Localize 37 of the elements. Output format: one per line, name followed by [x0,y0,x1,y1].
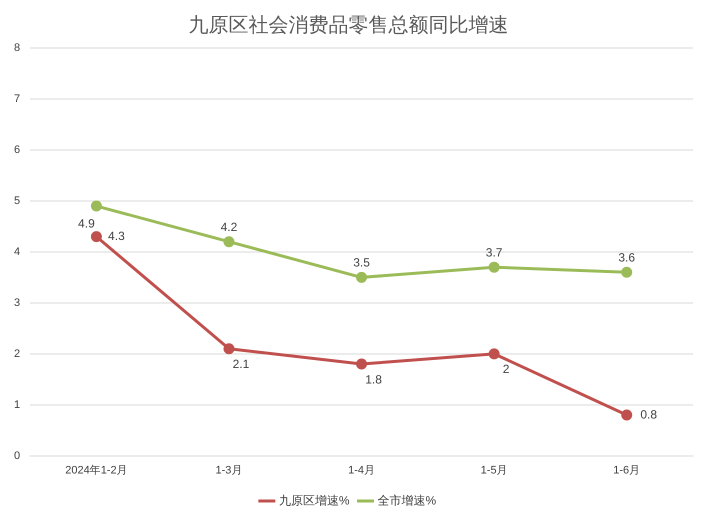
x-tick-label: 1-6月 [613,464,640,476]
point [90,200,102,212]
y-tick-label: 2 [14,348,20,360]
y-tick-label: 6 [14,144,20,156]
data-label: 3.5 [353,256,370,270]
data-label: 4.3 [108,228,126,243]
point [621,266,632,278]
data-label: 1.8 [365,372,382,386]
point [356,358,368,370]
x-tick-label: 1-3月 [216,464,242,476]
data-label: 0.8 [640,407,658,422]
point [621,410,632,421]
y-tick-label: 1 [14,398,20,411]
data-label: 3.7 [486,246,503,260]
data-label: 4.2 [220,220,238,234]
y-tick-label: 8 [14,42,20,54]
point [356,272,368,283]
point [223,236,234,248]
x-tick-label: 1-5月 [480,464,508,476]
point [223,343,234,354]
y-tick-label: 0 [14,450,20,462]
y-tick-label: 7 [14,93,20,106]
data-label: 3.6 [618,250,636,265]
data-label: 2 [502,362,510,376]
y-tick-label: 4 [14,246,20,258]
point [488,348,500,360]
y-tick-label: 3 [14,296,20,309]
y-tick-label: 5 [14,194,20,207]
chart-title: 九原区社会消费品零售总额同比增速 [188,14,508,36]
data-label: 2.1 [232,357,250,372]
x-tick-label: 1-4月 [348,464,376,476]
legend-label: 全市增速% [378,493,436,508]
point [488,262,500,273]
legend-label: 九原区增速% [278,493,350,508]
data-label: 4.9 [78,216,96,230]
point [90,231,102,242]
x-tick-label: 2024年1-2月 [65,464,128,476]
